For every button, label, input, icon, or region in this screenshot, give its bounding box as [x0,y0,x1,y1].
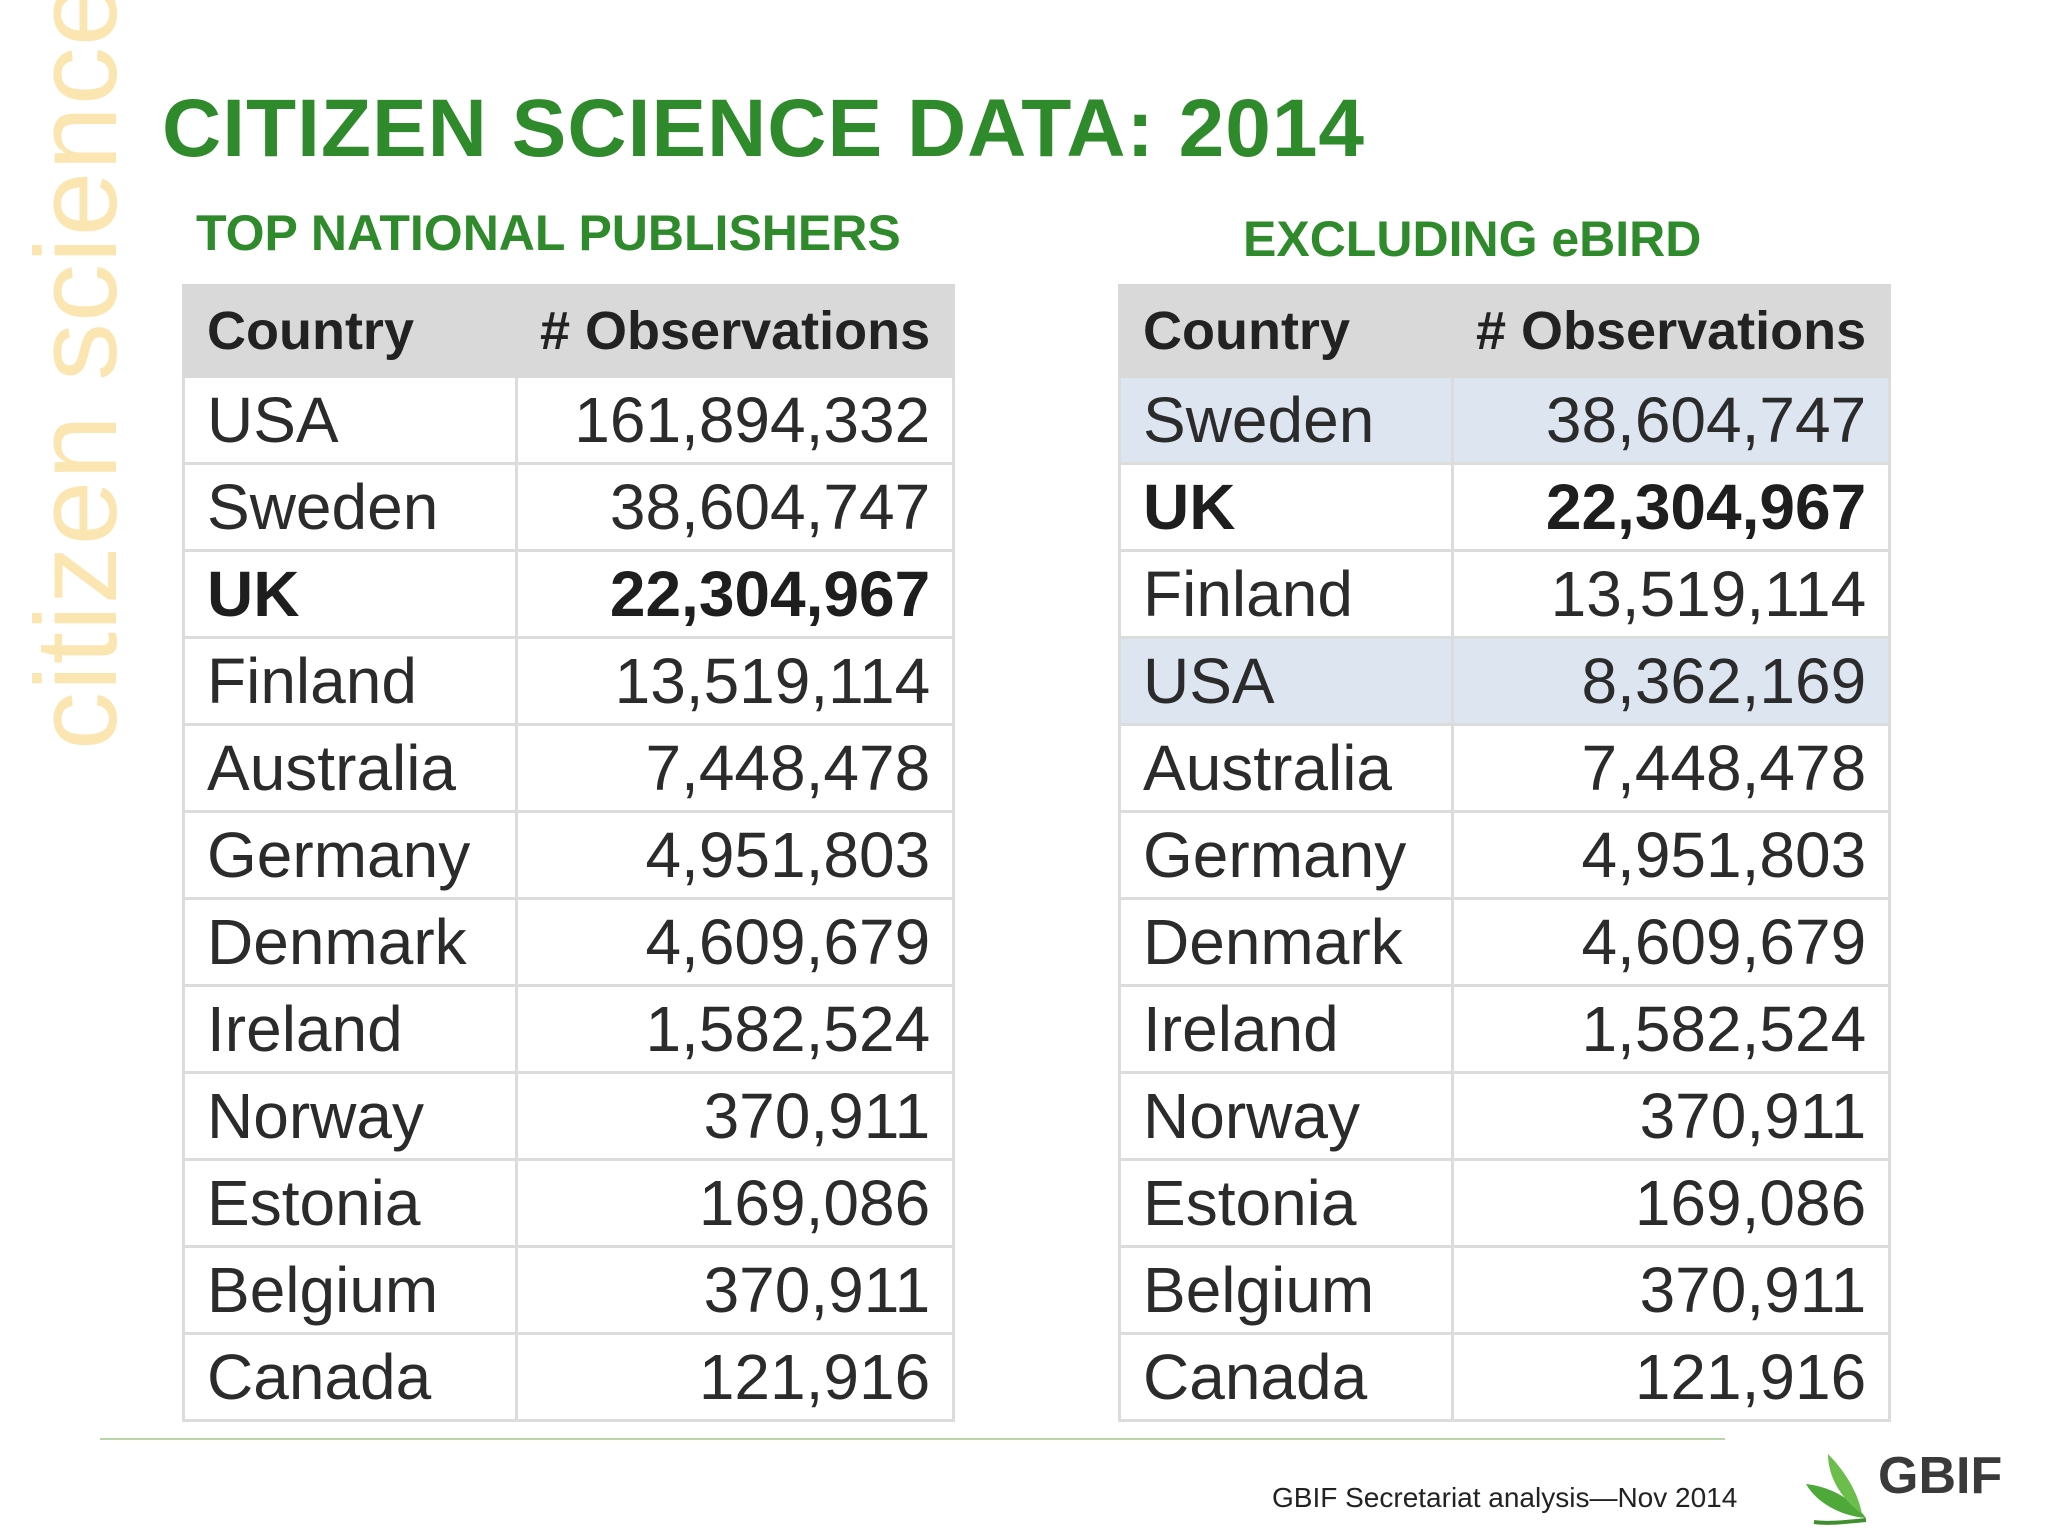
observations-cell: 370,911 [514,1245,956,1335]
footer-divider [100,1438,1725,1440]
country-cell: Belgium [182,1245,518,1335]
observations-cell: 4,609,679 [1450,897,1892,987]
observations-cell: 38,604,747 [1450,375,1892,465]
country-cell: Ireland [182,984,518,1074]
country-cell: Estonia [182,1158,518,1248]
observations-cell: 8,362,169 [1450,636,1892,726]
country-cell: Denmark [1118,897,1454,987]
table-row: Denmark 4,609,679 [1118,897,1892,987]
column-header-country: Country [182,284,518,378]
excluding-ebird-table: Country # Observations Sweden 38,604,747 … [1118,284,1892,1422]
observations-cell: 370,911 [1450,1071,1892,1161]
country-cell: USA [1118,636,1454,726]
table-row: Canada 121,916 [1118,1332,1892,1422]
country-cell: USA [182,375,518,465]
leaf-icon [1806,1454,1867,1525]
country-cell: UK [1118,462,1454,552]
observations-cell: 13,519,114 [514,636,956,726]
observations-cell: 7,448,478 [514,723,956,813]
table-header-row: Country # Observations [182,284,956,378]
observations-cell: 4,951,803 [1450,810,1892,900]
column-header-observations: # Observations [514,284,956,378]
table-row: USA 8,362,169 [1118,636,1892,726]
table-header-row: Country # Observations [1118,284,1892,378]
table-row: Australia 7,448,478 [182,723,956,813]
table-row: Belgium 370,911 [182,1245,956,1335]
observations-cell: 121,916 [514,1332,956,1422]
table-row: Ireland 1,582,524 [182,984,956,1074]
side-watermark-text: citizen science [11,0,141,750]
country-cell: UK [182,549,518,639]
observations-cell: 22,304,967 [1450,462,1892,552]
observations-cell: 4,609,679 [514,897,956,987]
right-table-heading: EXCLUDING eBIRD [1243,211,1702,267]
slide-title: CITIZEN SCIENCE DATA: 2014 [162,83,1366,174]
logo-text: GBIF [1878,1447,2003,1505]
table-row: Finland 13,519,114 [1118,549,1892,639]
table-row: UK 22,304,967 [1118,462,1892,552]
country-cell: Canada [1118,1332,1454,1422]
country-cell: Norway [182,1071,518,1161]
table-row: UK 22,304,967 [182,549,956,639]
table-row: Sweden 38,604,747 [1118,375,1892,465]
table-row: Ireland 1,582,524 [1118,984,1892,1074]
country-cell: Australia [182,723,518,813]
observations-cell: 161,894,332 [514,375,956,465]
footer-source-note: GBIF Secretariat analysis—Nov 2014 [1272,1482,1738,1513]
country-cell: Germany [1118,810,1454,900]
table-row: Germany 4,951,803 [1118,810,1892,900]
table-row: Norway 370,911 [1118,1071,1892,1161]
table-row: Australia 7,448,478 [1118,723,1892,813]
observations-cell: 22,304,967 [514,549,956,639]
table-row: Denmark 4,609,679 [182,897,956,987]
country-cell: Australia [1118,723,1454,813]
gbif-logo: GBIF [1800,1440,2002,1526]
country-cell: Sweden [182,462,518,552]
observations-cell: 169,086 [514,1158,956,1248]
observations-cell: 7,448,478 [1450,723,1892,813]
observations-cell: 13,519,114 [1450,549,1892,639]
observations-cell: 1,582,524 [1450,984,1892,1074]
table-row: Germany 4,951,803 [182,810,956,900]
table-row: Finland 13,519,114 [182,636,956,726]
table-row: Sweden 38,604,747 [182,462,956,552]
country-cell: Germany [182,810,518,900]
observations-cell: 121,916 [1450,1332,1892,1422]
top-publishers-table: Country # Observations USA 161,894,332 Sw… [182,284,956,1422]
observations-cell: 370,911 [514,1071,956,1161]
country-cell: Finland [182,636,518,726]
observations-cell: 1,582,524 [514,984,956,1074]
country-cell: Canada [182,1332,518,1422]
country-cell: Estonia [1118,1158,1454,1248]
table-row: Belgium 370,911 [1118,1245,1892,1335]
country-cell: Finland [1118,549,1454,639]
table-row: Estonia 169,086 [182,1158,956,1248]
observations-cell: 169,086 [1450,1158,1892,1248]
country-cell: Norway [1118,1071,1454,1161]
observations-cell: 38,604,747 [514,462,956,552]
column-header-country: Country [1118,284,1454,378]
table-row: Canada 121,916 [182,1332,956,1422]
country-cell: Ireland [1118,984,1454,1074]
country-cell: Sweden [1118,375,1454,465]
left-table-heading: TOP NATIONAL PUBLISHERS [196,205,901,261]
table-row: USA 161,894,332 [182,375,956,465]
observations-cell: 4,951,803 [514,810,956,900]
observations-cell: 370,911 [1450,1245,1892,1335]
country-cell: Belgium [1118,1245,1454,1335]
column-header-observations: # Observations [1450,284,1892,378]
country-cell: Denmark [182,897,518,987]
table-row: Norway 370,911 [182,1071,956,1161]
table-row: Estonia 169,086 [1118,1158,1892,1248]
